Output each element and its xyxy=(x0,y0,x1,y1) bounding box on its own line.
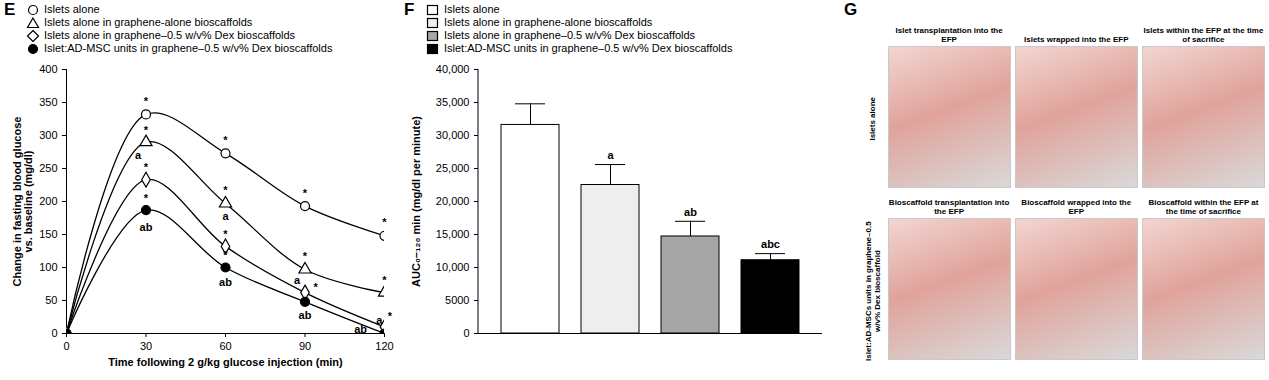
svg-text:20,000: 20,000 xyxy=(436,195,470,207)
svg-text:a: a xyxy=(135,149,142,161)
svg-text:0: 0 xyxy=(463,327,469,339)
svg-text:ab: ab xyxy=(299,309,312,321)
svg-text:*: * xyxy=(303,187,308,199)
svg-text:0: 0 xyxy=(63,340,69,352)
svg-text:*: * xyxy=(223,184,228,196)
svg-text:200: 200 xyxy=(39,195,57,207)
svg-text:a: a xyxy=(294,274,301,286)
svg-text:5000: 5000 xyxy=(445,294,469,306)
html-text:Bioscaffold within the EFP at: Bioscaffold within the EFP at the time o… xyxy=(1148,198,1259,216)
svg-text:*: * xyxy=(382,274,387,286)
html-text:Bioscaffold transplantation in: Bioscaffold transplantation into the EFP xyxy=(888,198,1010,216)
svg-text:a: a xyxy=(222,210,229,222)
svg-text:15,000: 15,000 xyxy=(436,228,470,240)
svg-text:100: 100 xyxy=(39,261,57,273)
html-text:G: G xyxy=(844,0,858,19)
html-text:Islet:AD-MSCs units in graphen: Islet:AD-MSCs units in graphene–0.5 w/v%… xyxy=(863,221,882,361)
svg-text:*: * xyxy=(313,281,318,293)
svg-text:*: * xyxy=(223,249,228,261)
html-text:Islets alone in graphene-alone: Islets alone in graphene-alone bioscaffo… xyxy=(444,16,653,28)
html-text:Islets alone: Islets alone xyxy=(444,3,500,15)
svg-text:25,000: 25,000 xyxy=(436,162,470,174)
svg-text:ab: ab xyxy=(219,276,232,288)
html-text:Islets alone in graphene-alone: Islets alone in graphene-alone bioscaffo… xyxy=(44,16,253,28)
html-text:Islet:AD-MSC units in graphene: Islet:AD-MSC units in graphene–0.5 w/v% … xyxy=(44,42,333,54)
html-text:F: F xyxy=(404,0,415,19)
svg-text:250: 250 xyxy=(39,162,57,174)
svg-text:*: * xyxy=(144,192,149,204)
html-text:Islets alone: Islets alone xyxy=(44,3,100,15)
svg-text:Change in fasting blood glucos: Change in fasting blood glucosevs. basel… xyxy=(11,117,34,287)
svg-text:*: * xyxy=(144,95,149,107)
svg-text:90: 90 xyxy=(299,340,311,352)
svg-text:150: 150 xyxy=(39,228,57,240)
svg-text:*: * xyxy=(223,134,228,146)
svg-text:*: * xyxy=(144,124,149,136)
svg-text:Time following 2 g/kg glucose: Time following 2 g/kg glucose injection … xyxy=(108,356,343,368)
svg-text:ab: ab xyxy=(354,323,367,335)
svg-text:0: 0 xyxy=(51,327,57,339)
svg-text:50: 50 xyxy=(45,294,57,306)
svg-text:abc: abc xyxy=(761,238,780,250)
svg-text:30,000: 30,000 xyxy=(436,129,470,141)
svg-text:300: 300 xyxy=(39,129,57,141)
html-text:Islets alone in graphene–0.5 w: Islets alone in graphene–0.5 w/v% Dex bi… xyxy=(44,29,296,41)
svg-text:35,000: 35,000 xyxy=(436,96,470,108)
svg-text:*: * xyxy=(223,228,228,240)
svg-text:10,000: 10,000 xyxy=(436,261,470,273)
html-text:Islets alone in graphene–0.5 w: Islets alone in graphene–0.5 w/v% Dex bi… xyxy=(444,29,696,41)
html-text:Islets alone: Islets alone xyxy=(868,97,878,141)
svg-text:AUC₀–₁₂₀ min (mg/dl per minute: AUC₀–₁₂₀ min (mg/dl per minute) xyxy=(410,116,422,287)
svg-text:*: * xyxy=(303,250,308,262)
svg-text:30: 30 xyxy=(140,340,152,352)
svg-text:60: 60 xyxy=(219,340,231,352)
svg-text:400: 400 xyxy=(39,63,57,75)
svg-text:ab: ab xyxy=(140,221,153,233)
svg-text:a: a xyxy=(607,149,614,161)
svg-text:*: * xyxy=(144,161,149,173)
html-text:Islets wrapped into the EFP: Islets wrapped into the EFP xyxy=(1024,35,1129,44)
svg-text:*: * xyxy=(382,216,387,228)
html-text:Islet transplantation into the: Islet transplantation into the EFP xyxy=(895,26,1003,44)
html-text:Islets within the EFP at the t: Islets within the EFP at the time of sac… xyxy=(1143,26,1264,44)
svg-text:40,000: 40,000 xyxy=(436,63,470,75)
svg-text:a: a xyxy=(376,314,383,326)
html-text:E: E xyxy=(4,0,16,19)
svg-text:350: 350 xyxy=(39,96,57,108)
html-text:Islet:AD-MSC units in graphene: Islet:AD-MSC units in graphene–0.5 w/v% … xyxy=(444,42,733,54)
svg-text:ab: ab xyxy=(684,206,697,218)
svg-text:*: * xyxy=(388,310,393,322)
svg-text:120: 120 xyxy=(375,340,393,352)
html-text:Bioscaffold wrapped into the E: Bioscaffold wrapped into the EFP xyxy=(1021,198,1132,216)
